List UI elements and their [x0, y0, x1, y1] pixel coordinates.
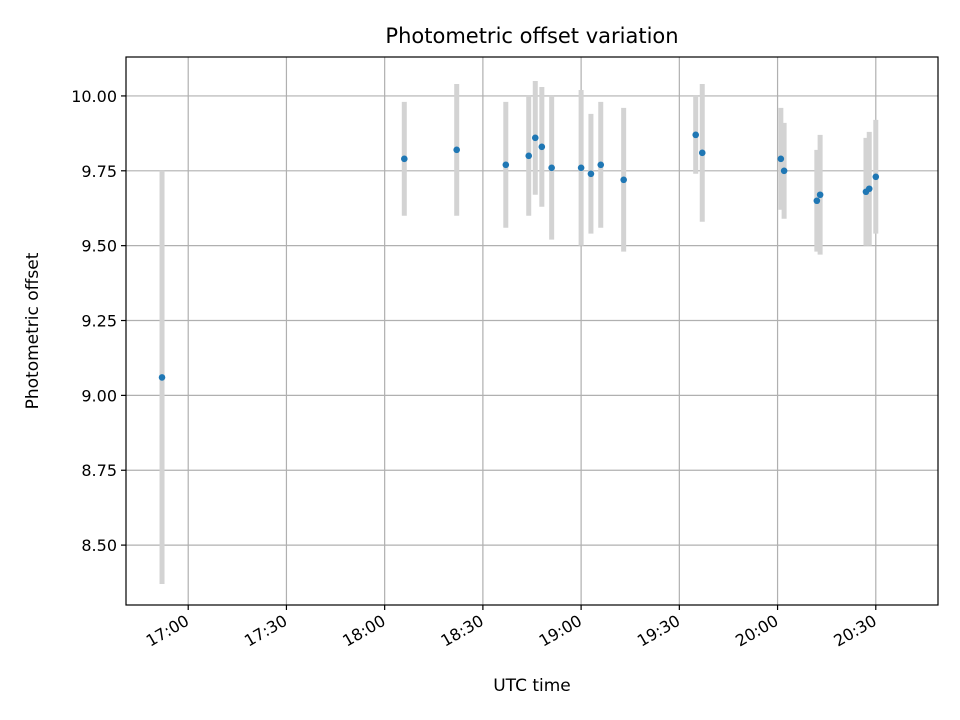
x-tick-label: 17:00 [143, 611, 192, 651]
data-point [777, 155, 785, 163]
x-tick-label: 18:00 [339, 611, 388, 651]
data-point [698, 149, 706, 157]
data-point [525, 152, 533, 160]
y-tick-label: 8.50 [81, 536, 117, 555]
y-tick-label: 9.50 [81, 237, 117, 256]
data-point [692, 131, 700, 139]
y-axis-ticks: 8.50 8.75 9.00 9.25 9.50 9.75 10.00 [71, 87, 126, 555]
data-point [577, 164, 585, 172]
y-tick-label: 9.75 [81, 162, 117, 181]
x-tick-label: 19:00 [536, 611, 585, 651]
data-point [587, 170, 595, 178]
plot-frame [125, 56, 939, 606]
y-tick-label: 9.00 [81, 386, 117, 405]
data-point [872, 173, 880, 181]
data-point [453, 146, 460, 154]
x-axis-label: UTC time [493, 676, 571, 696]
y-axis-label: Photometric offset [23, 252, 43, 409]
chart-title: Photometric offset variation [385, 24, 678, 48]
data-point [401, 155, 408, 163]
data-point [548, 164, 555, 172]
data-points [158, 131, 880, 381]
data-point [816, 191, 824, 199]
x-tick-label: 19:30 [634, 611, 683, 651]
y-tick-label: 8.75 [81, 461, 117, 480]
data-point [620, 176, 627, 184]
x-tick-label: 20:30 [830, 611, 879, 651]
data-point [531, 134, 539, 142]
y-tick-label: 10.00 [71, 87, 117, 106]
data-point [538, 143, 546, 151]
data-point [158, 374, 166, 381]
data-point [780, 167, 788, 175]
data-point [865, 185, 873, 193]
data-point [813, 197, 821, 205]
data-point [597, 161, 605, 169]
x-tick-label: 17:30 [241, 611, 290, 651]
x-axis-ticks: 17:00 17:30 18:00 18:30 19:00 19:30 20:00 20:30 [143, 605, 880, 651]
grid [126, 57, 938, 605]
data-point [502, 161, 510, 169]
error-bars [159, 80, 879, 585]
y-tick-label: 9.25 [81, 312, 117, 331]
x-tick-label: 20:00 [732, 611, 781, 651]
x-tick-label: 18:30 [437, 611, 486, 651]
